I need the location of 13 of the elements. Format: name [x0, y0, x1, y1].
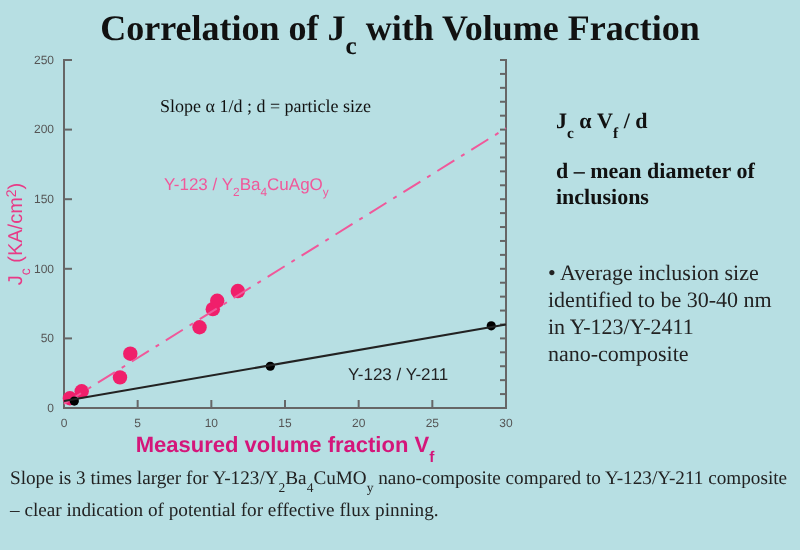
- chart-title: Correlation of J$_{c}$ with Volume Fraction: [100, 8, 700, 60]
- text: Slope is 3 times larger for Y-123/Y$_{2}$Ba$_{4}$CuMO$_{y}$ nano-composite compared to Y-123/Y-211 composite – clear indication of potential for effective flux pinning.: [8, 468, 788, 522]
- text: J$_{c}$ α V$_{f}$ / d: [556, 110, 648, 141]
- point: [112, 370, 128, 385]
- series-label: Y-123 / Y$_{2}$Ba$_{4}$CuAgO$_{y}$: [164, 174, 329, 200]
- annotation: Slope α 1/d ; d = particle size: [160, 96, 372, 116]
- series-label: Y-123 / Y-211: [348, 364, 449, 384]
- x-axis-title: Measured volume fraction V$_{f}$: [135, 434, 436, 465]
- point: [210, 293, 225, 308]
- text: d – mean diameter of inclusions: [556, 160, 756, 210]
- text: • Average inclusion size identified to be 30-40 nm in Y-123/Y-2411 nano-composite: [548, 262, 773, 367]
- point: [192, 320, 207, 335]
- point: [123, 346, 138, 361]
